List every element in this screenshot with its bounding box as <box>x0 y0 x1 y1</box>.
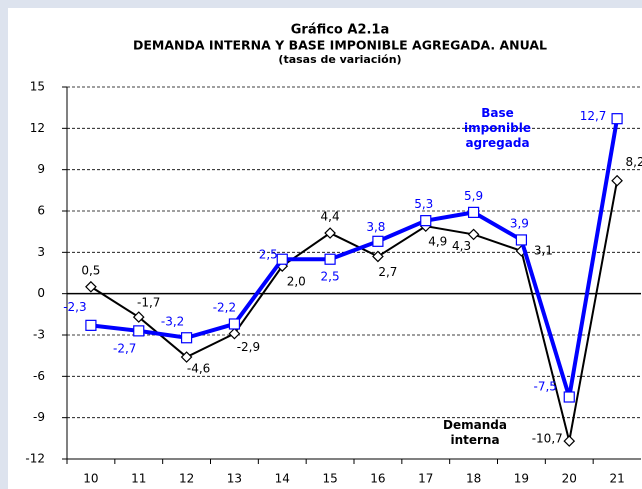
data-label: -10,7 <box>532 432 563 446</box>
data-label: 2,7 <box>378 265 397 279</box>
y-tick-label: 0 <box>37 286 45 300</box>
data-label: 4,3 <box>452 239 471 253</box>
data-label: -2,3 <box>63 300 86 314</box>
marker <box>324 253 336 265</box>
data-label: 2,5 <box>321 270 340 284</box>
series-line <box>90 118 620 398</box>
data-label: 2,5 <box>259 248 278 262</box>
marker <box>85 280 97 293</box>
data-label: -3,2 <box>161 314 184 328</box>
marker <box>467 228 480 241</box>
x-tick-label: 11 <box>131 472 146 486</box>
x-tick-label: 15 <box>322 472 337 486</box>
data-label: -7,5 <box>534 380 557 394</box>
marker <box>420 215 432 227</box>
x-tick-label: 16 <box>370 472 385 486</box>
chart-area <box>8 8 642 489</box>
marker <box>611 113 623 125</box>
data-label: 3,8 <box>366 220 385 234</box>
data-label: 5,9 <box>464 189 483 203</box>
x-tick-label: 17 <box>418 472 433 486</box>
data-label: -4,6 <box>187 362 210 376</box>
marker <box>132 311 145 323</box>
marker <box>515 234 528 246</box>
marker <box>228 318 241 330</box>
data-label: 8,2 <box>626 155 642 169</box>
x-tick-label: 14 <box>275 472 290 486</box>
marker <box>563 391 575 403</box>
x-tick-label: 20 <box>562 472 577 486</box>
y-tick-label: 6 <box>37 204 45 218</box>
x-tick-label: 18 <box>466 472 481 486</box>
marker <box>611 174 623 187</box>
chart-subtitle: DEMANDA INTERNA Y BASE IMPONIBLE AGREGAD… <box>133 38 547 53</box>
marker <box>180 351 193 363</box>
x-tick-label: 13 <box>227 472 242 486</box>
y-tick-label: 15 <box>30 80 45 94</box>
data-label: -1,7 <box>137 296 160 310</box>
marker <box>563 435 576 447</box>
marker <box>467 206 480 218</box>
marker <box>372 250 384 263</box>
marker <box>180 332 193 344</box>
series-line <box>90 180 619 442</box>
data-label: 4,4 <box>321 210 340 224</box>
data-label: 4,9 <box>428 235 447 249</box>
y-tick-label: -12 <box>25 452 45 466</box>
y-tick-label: 9 <box>37 162 45 176</box>
x-tick-label: 19 <box>514 472 529 486</box>
chart-title: Gráfico A2.1a <box>291 23 390 38</box>
legend-demanda: Demanda interna <box>443 418 507 447</box>
data-label: 3,9 <box>510 216 529 230</box>
legend-base: Base imponible agregada <box>464 106 531 150</box>
x-tick-label: 21 <box>609 472 624 486</box>
marker <box>228 327 241 340</box>
y-tick-label: -6 <box>33 369 45 383</box>
data-label: -2,2 <box>213 300 236 314</box>
x-tick-label: 10 <box>83 472 98 486</box>
data-label: -2,9 <box>237 340 260 354</box>
marker <box>372 235 384 247</box>
marker <box>85 319 97 331</box>
y-tick-label: -9 <box>33 410 45 424</box>
x-tick-label: 12 <box>179 472 194 486</box>
marker <box>276 253 288 265</box>
data-label: 0,5 <box>81 263 100 277</box>
data-label: 3,1 <box>534 243 553 257</box>
marker <box>133 325 145 337</box>
marker <box>324 227 336 239</box>
data-label: -2,7 <box>113 341 136 355</box>
y-tick-label: -3 <box>33 328 45 342</box>
data-label: 2,0 <box>287 275 306 289</box>
y-tick-label: 3 <box>37 245 45 259</box>
data-label: 12,7 <box>580 109 607 123</box>
data-label: 5,3 <box>414 197 433 211</box>
chart-note: (tasas de variación) <box>278 53 401 66</box>
y-tick-label: 12 <box>30 121 45 135</box>
